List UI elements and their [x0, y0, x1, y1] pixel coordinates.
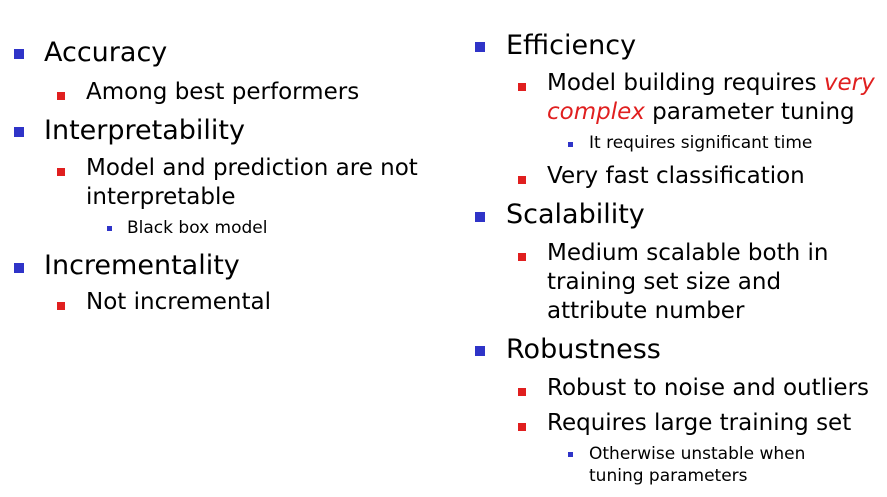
square-bullet-icon	[107, 226, 112, 231]
robustness-subdetail-line2: tuning parameters	[589, 466, 748, 486]
efficiency-subdetail: It requires significant time	[589, 133, 813, 153]
accuracy-heading: Accuracy	[44, 37, 168, 68]
interpretability-detail-line2: interpretable	[86, 184, 236, 210]
interpretability-subdetail: Black box model	[127, 218, 268, 238]
square-bullet-icon	[518, 253, 526, 261]
robustness-detail-2: Requires large training set	[547, 410, 852, 436]
scalability-heading: Scalability	[506, 199, 645, 230]
interpretability-heading: Interpretability	[44, 115, 245, 146]
efficiency-detail-text: Model building requires	[547, 70, 824, 96]
efficiency-heading: Efficiency	[506, 30, 637, 61]
square-bullet-icon	[568, 142, 573, 147]
efficiency-detail-tail: parameter tuning	[644, 99, 855, 125]
robustness-heading: Robustness	[506, 334, 661, 365]
square-bullet-icon	[518, 388, 526, 396]
scalability-detail-line3: attribute number	[547, 298, 745, 324]
square-bullet-icon	[518, 176, 526, 184]
square-bullet-icon	[57, 302, 65, 310]
square-bullet-icon	[518, 423, 526, 431]
square-bullet-icon	[568, 452, 573, 457]
square-bullet-icon	[14, 49, 24, 59]
robustness-detail-1: Robust to noise and outliers	[547, 375, 870, 401]
efficiency-detail-line1: Model building requires very	[547, 69, 875, 98]
efficiency-emphasis-very: very	[823, 70, 875, 96]
square-bullet-icon	[57, 168, 65, 176]
square-bullet-icon	[57, 92, 65, 100]
square-bullet-icon	[475, 346, 485, 356]
accuracy-detail: Among best performers	[86, 79, 360, 105]
square-bullet-icon	[14, 127, 24, 137]
efficiency-detail-2: Very fast classification	[547, 163, 805, 189]
square-bullet-icon	[14, 263, 24, 273]
scalability-detail-line1: Medium scalable both in	[547, 240, 829, 266]
scalability-detail-line2: training set size and	[547, 269, 782, 295]
robustness-subdetail-line1: Otherwise unstable when	[589, 444, 806, 464]
efficiency-detail-line2: complex parameter tuning	[547, 98, 855, 127]
incrementality-detail: Not incremental	[86, 289, 271, 315]
incrementality-heading: Incrementality	[44, 250, 240, 281]
interpretability-detail-line1: Model and prediction are not	[86, 155, 418, 181]
square-bullet-icon	[475, 212, 485, 222]
efficiency-emphasis-complex: complex	[547, 99, 645, 125]
square-bullet-icon	[518, 83, 526, 91]
square-bullet-icon	[475, 42, 485, 52]
